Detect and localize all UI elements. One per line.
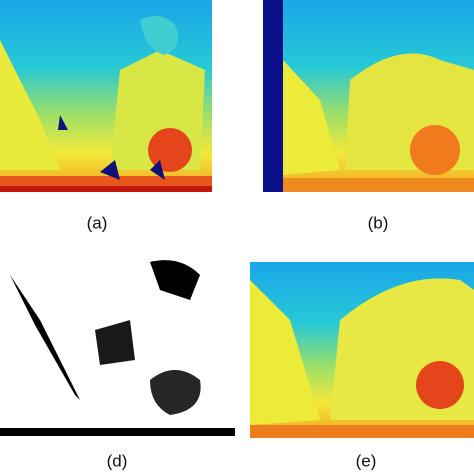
panel-d-image bbox=[0, 258, 235, 438]
panel-label: (e) bbox=[356, 451, 377, 470]
panel-a-image bbox=[0, 0, 212, 192]
panel-label: (a) bbox=[87, 213, 108, 232]
panel-b-image bbox=[263, 0, 474, 192]
panel-label: (d) bbox=[107, 451, 128, 470]
panel-label: (b) bbox=[368, 213, 389, 232]
panel-e-image bbox=[250, 262, 474, 438]
